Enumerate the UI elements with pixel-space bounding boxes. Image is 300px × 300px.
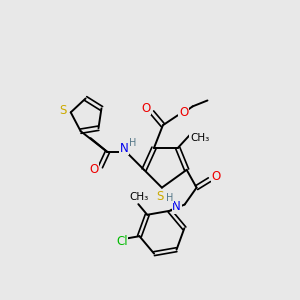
- Text: N: N: [172, 200, 181, 213]
- Text: S: S: [156, 190, 164, 203]
- Text: H: H: [130, 138, 137, 148]
- Text: O: O: [179, 106, 188, 119]
- Text: O: O: [212, 170, 221, 183]
- Text: O: O: [141, 102, 151, 115]
- Text: CH₃: CH₃: [190, 133, 209, 143]
- Text: S: S: [59, 104, 67, 117]
- Text: N: N: [120, 142, 129, 154]
- Text: Cl: Cl: [116, 235, 128, 248]
- Text: CH₃: CH₃: [130, 192, 149, 202]
- Text: O: O: [89, 163, 98, 176]
- Text: H: H: [166, 193, 173, 202]
